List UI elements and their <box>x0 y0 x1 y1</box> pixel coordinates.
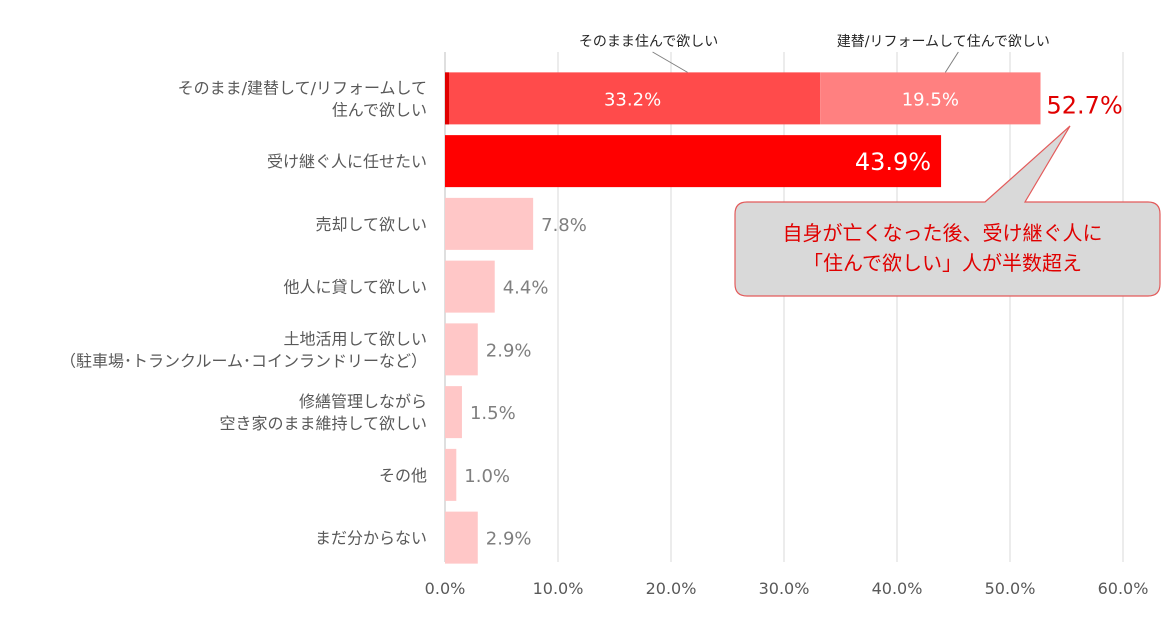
x-tick-label: 50.0% <box>985 579 1036 598</box>
x-tick-label: 30.0% <box>759 579 810 598</box>
category-label: 受け継ぐ人に任せたい <box>267 152 427 171</box>
annotations: そのまま住んで欲しい 建替/リフォームして住んで欲しい自身が亡くなった後、受け継ぐ… <box>579 34 1161 297</box>
bar <box>445 135 942 188</box>
bar <box>445 511 478 564</box>
segment-value-label: 19.5% <box>902 89 959 110</box>
category-label: 土地活用して欲しい <box>283 329 427 348</box>
bar <box>445 197 534 250</box>
leader-line <box>944 51 959 73</box>
total-value-label: 52.7% <box>1047 91 1123 119</box>
segment-name-label: そのまま住んで欲しい <box>579 34 718 50</box>
bar-segment <box>445 72 821 125</box>
bar-value-label: 1.5% <box>470 403 516 424</box>
bar <box>445 386 462 439</box>
bar-value-label: 2.9% <box>486 340 532 361</box>
bar <box>445 448 457 501</box>
bars-group: 33.2% 19.5% 52.7% 43.9% 7.8% 4.4% 2.9% 1.5% 1.0%… <box>445 72 1123 564</box>
category-label: 住んで欲しい <box>332 100 427 119</box>
gridlines <box>444 52 1124 562</box>
category-label: 売却して欲しい <box>315 215 427 234</box>
category-label: まだ分からない <box>315 529 427 548</box>
bar-value-label: 2.9% <box>486 529 532 550</box>
category-label: そのまま/建替して/リフォームして <box>178 78 427 97</box>
category-label: その他 <box>379 466 427 485</box>
bar-value-label: 43.9% <box>855 148 931 176</box>
x-axis-ticks: 0.0% 10.0% 20.0% 30.0% 40.0% 50.0% 60.0% <box>425 579 1149 598</box>
category-labels: そのまま/建替して/リフォームして住んで欲しい受け継ぐ人に任せたい売却して欲しい… <box>60 78 427 547</box>
bar-segment <box>820 72 1041 125</box>
callout-bubble <box>734 125 1161 297</box>
category-label: 空き家のまま維持して欲しい <box>219 414 427 433</box>
x-tick-label: 10.0% <box>533 579 584 598</box>
bar-value-label: 7.8% <box>541 215 587 236</box>
bar-accent <box>445 72 449 125</box>
x-tick-label: 40.0% <box>872 579 923 598</box>
callout-text: 「住んで欲しい」人が半数超え <box>803 251 1082 275</box>
category-label: 修繕管理しながら <box>299 392 427 411</box>
x-tick-label: 0.0% <box>425 579 466 598</box>
bar <box>445 323 478 376</box>
leader-line <box>652 51 688 73</box>
bar-value-label: 4.4% <box>503 278 549 299</box>
category-label: 他人に貸して欲しい <box>283 278 427 297</box>
segment-value-label: 33.2% <box>604 89 661 110</box>
x-tick-label: 60.0% <box>1098 579 1149 598</box>
bar <box>445 260 495 313</box>
callout-text: 自身が亡くなった後、受け継ぐ人に <box>783 221 1103 245</box>
x-tick-label: 20.0% <box>646 579 697 598</box>
category-label: （駐車場･トランクルーム･コインランドリーなど） <box>60 351 427 370</box>
bar-value-label: 1.0% <box>464 466 510 487</box>
segment-name-label: 建替/リフォームして住んで欲しい <box>837 34 1050 50</box>
